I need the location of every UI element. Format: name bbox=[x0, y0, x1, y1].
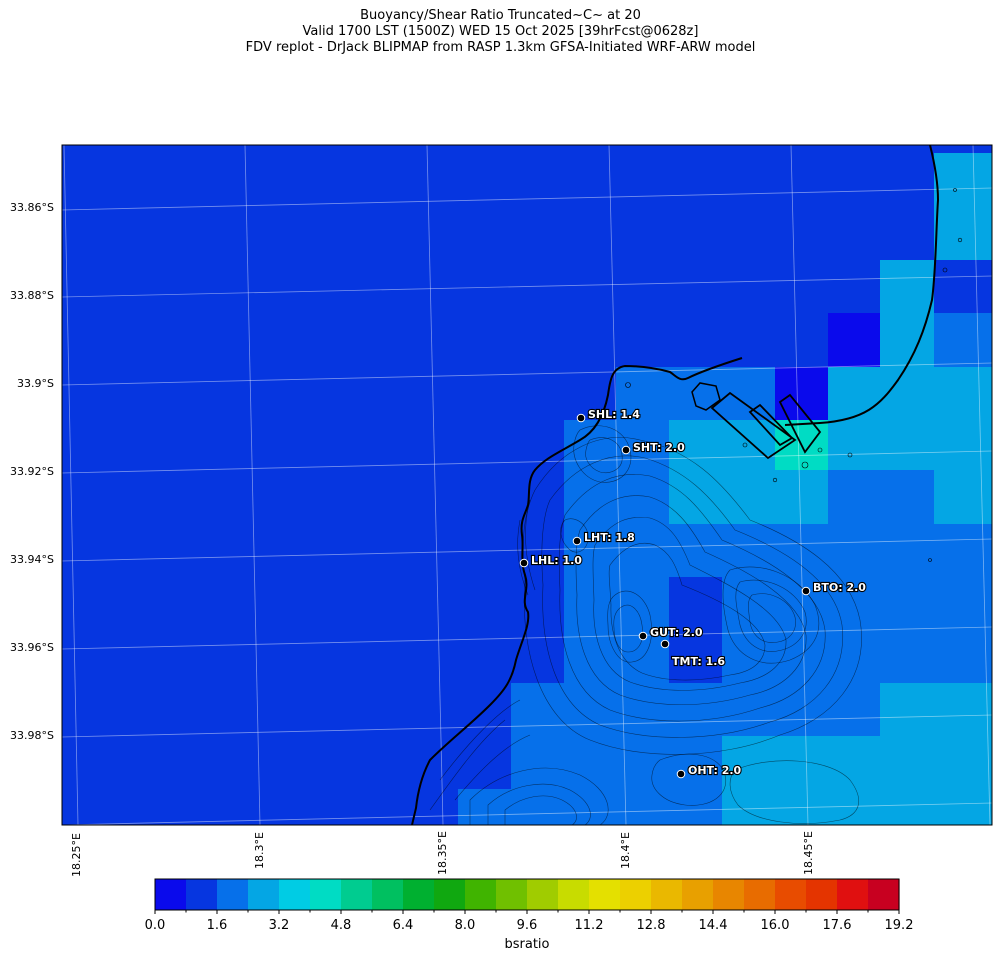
lat-label: 33.88°S bbox=[10, 289, 54, 302]
colorbar-label: bsratio bbox=[505, 937, 550, 952]
colorbar bbox=[155, 879, 900, 910]
graticule bbox=[62, 145, 992, 825]
station-dot[interactable] bbox=[676, 769, 686, 779]
lat-label: 33.96°S bbox=[10, 641, 54, 654]
station-label: SHT: 2.0 bbox=[633, 441, 685, 454]
colorbar-tick-label: 8.0 bbox=[455, 918, 476, 933]
station-dot[interactable] bbox=[621, 445, 631, 455]
colorbar-tick-label: 4.8 bbox=[331, 918, 352, 933]
colorbar-swatch bbox=[620, 879, 652, 910]
harbour-pier-2 bbox=[748, 403, 794, 447]
lat-label: 33.86°S bbox=[10, 201, 54, 214]
colorbar-tick-label: 17.6 bbox=[823, 918, 852, 933]
colorbar-tick-label: 12.8 bbox=[637, 918, 666, 933]
map-title-line-2: Valid 1700 LST (1500Z) WED 15 Oct 2025 [… bbox=[302, 24, 699, 39]
colorbar-swatch bbox=[713, 879, 745, 910]
map-title-line-1: Buoyancy/Shear Ratio Truncated~C~ at 20 bbox=[360, 8, 641, 23]
colorbar-swatch bbox=[403, 879, 435, 910]
field-cells bbox=[458, 153, 992, 825]
colorbar-tick-label: 0.0 bbox=[145, 918, 166, 933]
harbour-pier-3 bbox=[778, 393, 822, 454]
station-dot[interactable] bbox=[660, 639, 670, 649]
station-label: SHL: 1.4 bbox=[588, 408, 640, 421]
lat-label: 33.94°S bbox=[10, 553, 54, 566]
colorbar-ticks: 0.0 1.6 3.2 4.8 6.4 8.0 9.6 11.2 12.8 14.4 16.0 17.… bbox=[145, 910, 914, 933]
colorbar-swatch bbox=[837, 879, 869, 910]
colorbar-tick-label: 1.6 bbox=[207, 918, 228, 933]
lon-label: 18.45°E bbox=[802, 831, 815, 875]
harbour-features bbox=[625, 188, 963, 562]
colorbar-swatch bbox=[279, 879, 311, 910]
colorbar-swatch bbox=[806, 879, 838, 910]
station-dot[interactable] bbox=[801, 586, 811, 596]
colorbar-swatch bbox=[589, 879, 621, 910]
station-dot[interactable] bbox=[576, 413, 586, 423]
colorbar-swatch bbox=[434, 879, 466, 910]
colorbar-swatch bbox=[372, 879, 404, 910]
lat-label: 33.92°S bbox=[10, 465, 54, 478]
coastline-east bbox=[784, 145, 940, 426]
colorbar-tick-label: 9.6 bbox=[517, 918, 538, 933]
colorbar-swatch bbox=[496, 879, 528, 910]
colorbar-tick-label: 16.0 bbox=[761, 918, 790, 933]
station-label: GUT: 2.0 bbox=[650, 626, 703, 639]
coastline-west bbox=[411, 357, 743, 825]
colorbar-tick-label: 3.2 bbox=[269, 918, 290, 933]
colorbar-swatch bbox=[775, 879, 807, 910]
station-label: LHL: 1.0 bbox=[531, 554, 582, 567]
colorbar-tick-label: 6.4 bbox=[393, 918, 414, 933]
colorbar-swatch bbox=[682, 879, 714, 910]
lon-label: 18.3°E bbox=[253, 832, 266, 869]
map-plot-area bbox=[62, 145, 992, 825]
colorbar-swatch bbox=[155, 879, 187, 910]
colorbar-swatch bbox=[527, 879, 559, 910]
colorbar-tick-label: 14.4 bbox=[699, 918, 728, 933]
colorbar-tick-label: 19.2 bbox=[885, 918, 914, 933]
map-title-line-3: FDV replot - DrJack BLIPMAP from RASP 1.… bbox=[245, 40, 756, 55]
lat-label: 33.9°S bbox=[17, 377, 54, 390]
colorbar-swatch bbox=[744, 879, 776, 910]
station-dot[interactable] bbox=[572, 536, 582, 546]
colorbar-tick-label: 11.2 bbox=[575, 918, 604, 933]
latitude-labels: 33.86°S 33.88°S 33.9°S 33.92°S 33.94°S 3… bbox=[10, 201, 54, 742]
station-label: LHT: 1.8 bbox=[584, 531, 635, 544]
colorbar-swatch bbox=[465, 879, 497, 910]
colorbar-swatch bbox=[186, 879, 218, 910]
longitude-labels: 18.25°E 18.3°E 18.35°E 18.4°E 18.45°E bbox=[70, 831, 815, 877]
colorbar-swatch bbox=[341, 879, 373, 910]
lon-label: 18.35°E bbox=[436, 831, 449, 875]
lon-label: 18.25°E bbox=[70, 833, 83, 877]
colorbar-swatch bbox=[651, 879, 683, 910]
terrain-contours bbox=[429, 425, 862, 825]
station-label: BTO: 2.0 bbox=[813, 581, 866, 594]
station-dot[interactable] bbox=[519, 558, 529, 568]
colorbar-swatch bbox=[217, 879, 249, 910]
station-markers: SHL: 1.4 SHT: 2.0 LHT: 1.8 LHL: 1.0 BTO:… bbox=[519, 407, 867, 779]
harbour-pier-1 bbox=[710, 391, 797, 460]
colorbar-swatch bbox=[310, 879, 342, 910]
station-label: TMT: 1.6 bbox=[672, 655, 725, 668]
lat-label: 33.98°S bbox=[10, 729, 54, 742]
colorbar-swatch bbox=[868, 879, 900, 910]
map-frame bbox=[61, 144, 993, 826]
colorbar-swatch bbox=[558, 879, 590, 910]
harbour-basin bbox=[691, 382, 721, 411]
lon-label: 18.4°E bbox=[619, 832, 632, 869]
station-label: OHT: 2.0 bbox=[688, 764, 742, 777]
colorbar-swatch bbox=[248, 879, 280, 910]
station-dot[interactable] bbox=[638, 631, 648, 641]
